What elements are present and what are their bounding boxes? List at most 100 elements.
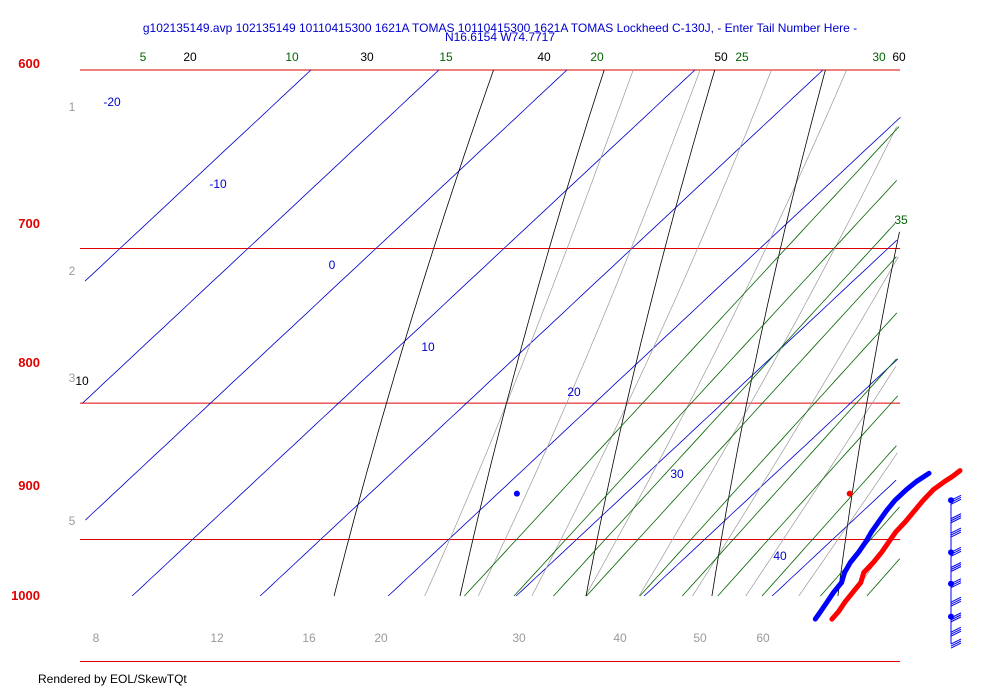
isotherm-label: -10 <box>209 177 227 191</box>
mixing-ratio-label: 30 <box>872 50 886 64</box>
bottom-label: 20 <box>374 631 388 645</box>
bottom-label: 40 <box>613 631 627 645</box>
dry-adiabat-label: 10 <box>75 374 89 388</box>
isolated-temperature-point <box>846 490 853 497</box>
isotherm-line <box>771 479 897 597</box>
mixing-ratio-lines <box>464 126 901 597</box>
isotherm-label: -20 <box>103 95 121 109</box>
bottom-label: 12 <box>210 631 224 645</box>
isotherm-line <box>643 358 899 597</box>
dry-adiabat-line <box>333 69 494 597</box>
mixing-ratio-label: 5 <box>140 50 147 64</box>
wind-barb <box>950 640 962 647</box>
mixing-ratio-line <box>866 558 901 597</box>
pressure-label: 700 <box>18 216 40 231</box>
bottom-label: 60 <box>756 631 770 645</box>
mixing-ratio-label: 35 <box>894 213 908 227</box>
dry-adiabat-label: 50 <box>714 50 728 64</box>
mixing-ratio-label: 25 <box>735 50 749 64</box>
moist-adiabat-line <box>424 69 634 597</box>
moist-adiabat-line <box>798 452 898 597</box>
isotherm-line <box>85 69 568 521</box>
bottom-label: 30 <box>512 631 526 645</box>
dewpoint-profile-line <box>812 470 932 622</box>
isotherm-label: 20 <box>567 385 581 399</box>
bottom-label: 50 <box>693 631 707 645</box>
dry-adiabat-line <box>837 231 900 597</box>
dry-adiabat-label: 20 <box>183 50 197 64</box>
isobar-lines <box>80 69 900 663</box>
mixing-ratio-line <box>682 358 897 597</box>
chart-title: g102135149.avp 102135149 10110415300 162… <box>143 21 857 44</box>
dry-adiabat-lines <box>333 69 900 597</box>
isotherm-line <box>515 239 898 597</box>
moist-adiabat-line <box>692 256 899 597</box>
isotherm-label: 30 <box>670 467 684 481</box>
wind-barb <box>950 529 962 536</box>
wind-barb <box>950 531 962 538</box>
pressure-label: 1000 <box>11 588 40 603</box>
moist-adiabat-line <box>585 69 847 597</box>
pressure-label: 900 <box>18 478 40 493</box>
wind-barb <box>950 638 962 645</box>
wind-barb <box>950 628 962 635</box>
isotherm-label: 40 <box>773 549 787 563</box>
title-line-1: g102135149.avp 102135149 10110415300 162… <box>143 21 857 35</box>
wind-barb <box>950 515 962 522</box>
moist-adiabat-line <box>477 69 701 597</box>
isotherm-line <box>387 117 901 597</box>
isotherm-line <box>82 69 440 404</box>
wind-barb <box>950 564 962 570</box>
mixing-ratio-line <box>717 395 898 597</box>
wind-barb <box>950 517 962 524</box>
wind-barb <box>950 600 962 607</box>
dry-adiabat-label: 30 <box>360 50 374 64</box>
mixing-ratio-label: 10 <box>285 50 299 64</box>
mixing-ratio-line <box>553 223 896 597</box>
wind-barb <box>950 562 962 568</box>
height-label: 2 <box>69 264 76 278</box>
bottom-label: 8 <box>93 631 100 645</box>
wind-barb <box>950 642 962 649</box>
dry-adiabat-label: 60 <box>892 50 906 64</box>
isotherm-line <box>131 69 696 597</box>
wind-barb <box>950 616 962 623</box>
wind-barb <box>950 498 962 505</box>
wind-barb <box>950 513 962 520</box>
moist-adiabat-line <box>638 126 898 597</box>
sounding-profiles <box>513 468 963 622</box>
temperature-profile-line <box>829 468 963 622</box>
mixing-ratio-line <box>761 445 897 597</box>
isotherm-line <box>84 69 312 282</box>
isotherm-label: 10 <box>421 340 435 354</box>
mixing-ratio-label: 15 <box>439 50 453 64</box>
moist-adiabat-line <box>531 69 772 597</box>
mixing-ratio-label: 20 <box>590 50 604 64</box>
dry-adiabat-label: 40 <box>537 50 551 64</box>
mixing-ratio-line <box>586 256 897 597</box>
isotherm-line <box>259 69 824 597</box>
wind-barb <box>950 582 962 589</box>
dry-adiabat-line <box>585 69 716 597</box>
height-label: 5 <box>69 514 76 528</box>
wind-barbs <box>948 494 962 649</box>
wind-dot <box>948 549 954 556</box>
wind-dot <box>948 580 954 587</box>
mixing-ratio-line <box>513 180 897 597</box>
title-line-2: N16.6154 W74.7717 <box>445 30 555 44</box>
height-label: 3 <box>69 371 76 385</box>
isotherm-label: 0 <box>329 258 336 272</box>
bottom-label: 16 <box>302 631 316 645</box>
dry-adiabat-line <box>711 69 826 597</box>
pressure-label: 600 <box>18 56 40 71</box>
height-label: 1 <box>69 100 76 114</box>
isolated-dewpoint-point <box>513 490 520 497</box>
footer-credit: Rendered by EOL/SkewTQt <box>38 672 187 686</box>
isotherm-lines <box>82 69 901 597</box>
wind-barb <box>950 598 962 605</box>
mixing-ratio-line <box>464 126 900 597</box>
moist-adiabat-line <box>745 366 897 597</box>
pressure-label: 800 <box>18 355 40 370</box>
